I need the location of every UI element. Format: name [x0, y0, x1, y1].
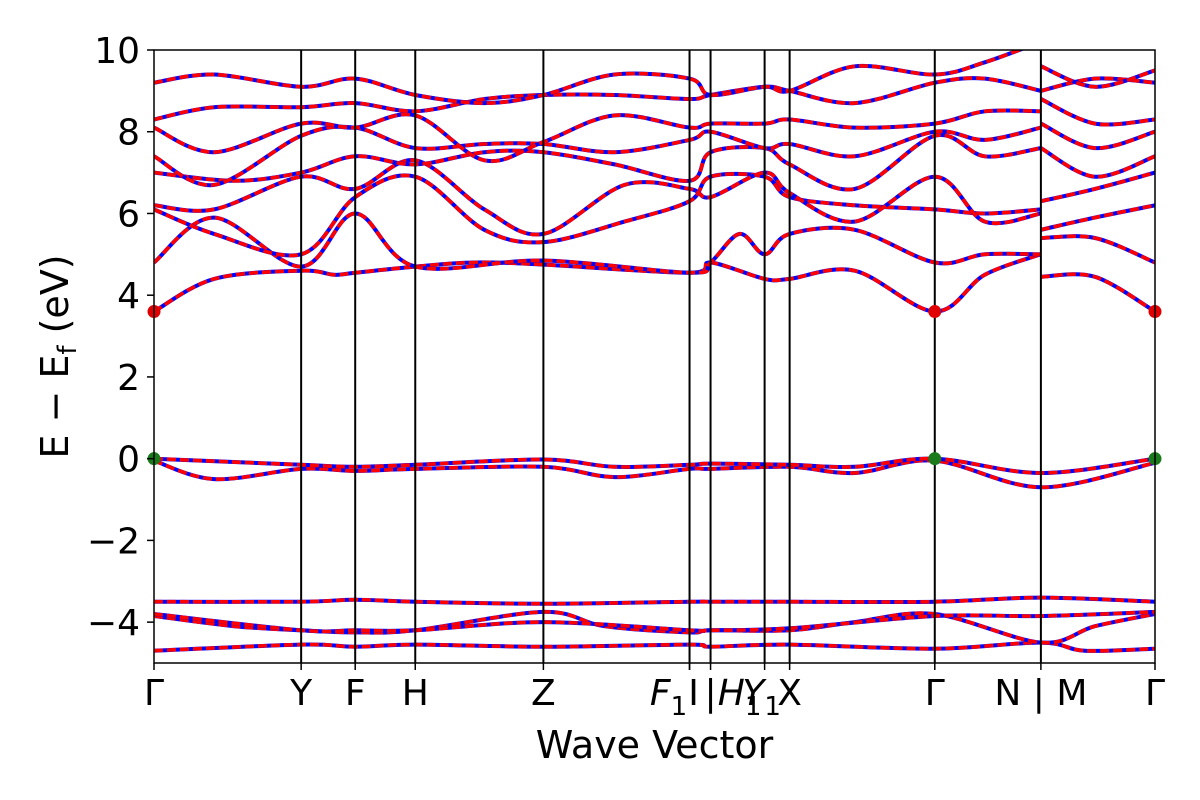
- y-tick-label: 2: [117, 358, 140, 399]
- band-line: [1040, 121, 1155, 150]
- band-line: [154, 595, 1155, 606]
- y-tick-label: 0: [117, 440, 140, 481]
- band-line: [154, 124, 1042, 187]
- x-tick-label: N | M: [994, 673, 1087, 714]
- band-line: [154, 640, 1155, 653]
- band-line: [154, 456, 1155, 475]
- x-tick-label: F1: [650, 673, 687, 722]
- x-tick-label: Γ: [144, 673, 164, 714]
- x-tick-label: I: [688, 673, 699, 714]
- y-axis-title: E − Ef (eV): [33, 254, 83, 458]
- y-axis-title-main: E − E: [33, 355, 77, 459]
- x-tick-label: H: [402, 673, 429, 714]
- band-edge-markers: [147, 305, 1162, 466]
- y-tick-label: 8: [117, 113, 140, 154]
- x-tick-label: F: [345, 673, 366, 714]
- band-line: [154, 133, 1042, 192]
- band-line: [154, 211, 1041, 275]
- band-line: [154, 50, 1025, 105]
- band-line-under: [1040, 121, 1155, 151]
- band-line: [1040, 170, 1155, 203]
- band-line: [154, 76, 1042, 122]
- band-line-under: [1040, 272, 1155, 314]
- high-symmetry-lines: [300, 50, 1042, 663]
- x-tick-label: Y: [289, 673, 313, 714]
- x-tick-label: X: [777, 673, 802, 714]
- x-tick-label: H1: [718, 673, 762, 722]
- y-tick-label: 10: [94, 31, 140, 72]
- x-tick-label: Y1: [742, 673, 781, 722]
- band-line: [1040, 272, 1155, 314]
- band-line: [154, 458, 1155, 490]
- band-line: [1040, 76, 1155, 93]
- band-line-under: [1040, 97, 1155, 127]
- y-tick-label: −2: [87, 521, 140, 562]
- y-tick-label: 4: [117, 276, 140, 317]
- band-line: [154, 172, 1042, 258]
- band-line-under: [154, 158, 1042, 237]
- band-line-under: [154, 171, 1042, 258]
- y-axis-title-unit: (eV): [33, 254, 77, 345]
- x-axis-title: Wave Vector: [536, 723, 774, 767]
- x-tick-label: Γ: [925, 673, 945, 714]
- plot-frame: [153, 49, 1156, 664]
- y-tick-label: −4: [87, 603, 140, 644]
- band-line: [1040, 97, 1155, 127]
- cbm-marker: [928, 305, 942, 319]
- y-tick-label: 6: [117, 194, 140, 235]
- bands-layer: [154, 50, 1155, 653]
- band-line: [154, 252, 1042, 314]
- band-line: [154, 108, 1041, 163]
- band-line: [1039, 146, 1155, 179]
- y-axis-title-sub: f: [53, 345, 83, 355]
- vbm-marker: [928, 452, 942, 466]
- band-line: [1040, 234, 1155, 265]
- x-tick-label: Z: [531, 673, 556, 714]
- band-line: [1040, 64, 1155, 89]
- band-line: [1040, 203, 1155, 232]
- y-axis: −4 −2 0 2 4 6 8 10: [87, 31, 154, 644]
- x-tick-label: |: [704, 673, 716, 714]
- x-tick-label: Γ: [1145, 673, 1165, 714]
- band-line: [154, 158, 1042, 237]
